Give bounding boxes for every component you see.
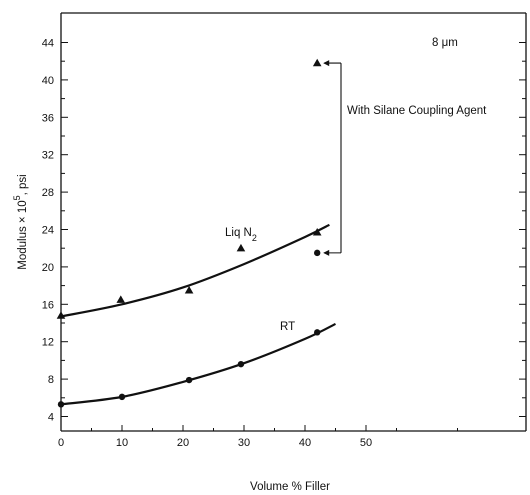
x-tick-label-30: 30 bbox=[238, 437, 250, 449]
y-tick-label-8: 8 bbox=[48, 374, 54, 386]
y-tick-label-40: 40 bbox=[42, 75, 54, 87]
x-tick-label-50: 50 bbox=[360, 437, 372, 449]
y-axis-title: Modulus × 105, psi bbox=[12, 174, 29, 269]
x-tick-label-0: 0 bbox=[58, 437, 64, 449]
point-silane-triangle-0 bbox=[312, 58, 322, 67]
y-tick-label-20: 20 bbox=[42, 262, 54, 274]
series-label-liq-n2-main: Liq N bbox=[225, 227, 252, 239]
y-tick-label-36: 36 bbox=[42, 112, 54, 124]
series-label-rt: RT bbox=[280, 321, 295, 333]
point-series-1-2 bbox=[185, 376, 193, 384]
silane-coupling-label: With Silane Coupling Agent bbox=[347, 105, 487, 117]
y-tick-label-24: 24 bbox=[42, 225, 54, 237]
x-axis-title: Volume % Filler bbox=[250, 481, 330, 493]
x-tick-label-20: 20 bbox=[177, 437, 189, 449]
data-points bbox=[56, 58, 322, 408]
x-tick-label-40: 40 bbox=[299, 437, 311, 449]
silane-arrowhead-top bbox=[323, 60, 330, 67]
tick-labels: 0 10 20 30 40 50 4 8 12 16 20 24 28 32 36 40 44 bbox=[42, 38, 372, 450]
series-label-liq-n2: Liq N2 bbox=[225, 227, 257, 243]
point-series-0-4 bbox=[312, 228, 322, 236]
point-series-1-1 bbox=[118, 393, 126, 401]
y-axis-title-exponent: 5 bbox=[12, 195, 22, 200]
y-axis-title-unit: , psi bbox=[17, 174, 29, 195]
point-series-1-0 bbox=[57, 401, 65, 408]
y-tick-label-28: 28 bbox=[42, 187, 54, 199]
point-series-1-3 bbox=[237, 360, 245, 368]
series-label-liq-n2-sub: 2 bbox=[252, 233, 257, 243]
y-tick-label-16: 16 bbox=[42, 299, 54, 311]
silane-bracket bbox=[323, 60, 342, 256]
fit-curve-series-1 bbox=[60, 322, 336, 406]
point-series-0-0 bbox=[56, 311, 66, 319]
fit-curves bbox=[60, 223, 336, 406]
y-tick-label-32: 32 bbox=[42, 150, 54, 162]
ticks bbox=[60, 42, 526, 431]
fit-curve-series-0 bbox=[60, 223, 330, 318]
silane-arrowhead-bottom bbox=[323, 249, 330, 256]
axes bbox=[60, 12, 527, 432]
point-series-0-2 bbox=[184, 285, 194, 294]
y-tick-label-44: 44 bbox=[42, 38, 54, 50]
y-axis-title-main: Modulus × 10 bbox=[17, 200, 29, 269]
point-series-0-3 bbox=[236, 243, 246, 252]
point-series-0-1 bbox=[116, 295, 126, 303]
y-tick-label-4: 4 bbox=[48, 412, 54, 424]
point-series-1-4 bbox=[314, 329, 321, 336]
y-tick-label-12: 12 bbox=[42, 337, 54, 349]
x-tick-label-10: 10 bbox=[116, 437, 128, 449]
point-silane-circle-1 bbox=[314, 249, 321, 257]
particle-size-label: 8 μm bbox=[432, 37, 458, 49]
